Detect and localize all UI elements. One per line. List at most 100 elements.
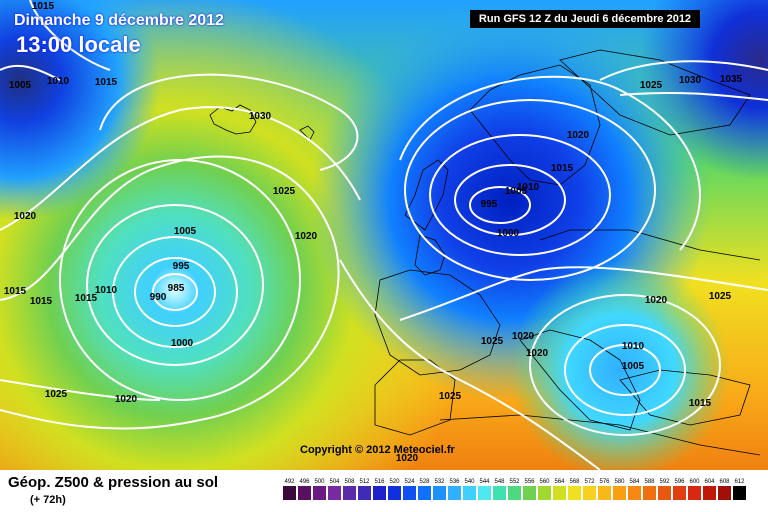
pressure-label: 1020 [115,394,138,405]
legend-swatch [463,486,476,500]
pressure-label: 1010 [622,341,645,352]
pressure-label: 1015 [75,293,98,304]
legend-swatch [433,486,446,500]
pressure-label: 995 [481,199,498,210]
pressure-label: 1005 [174,226,197,237]
legend-swatch [718,486,731,500]
legend-swatch [418,486,431,500]
pressure-label: 1025 [45,389,68,400]
pressure-label: 1025 [439,391,462,402]
legend-value: 508 [344,479,355,485]
pressure-label: 1000 [171,338,194,349]
legend-value: 556 [524,479,535,485]
forecast-date: Dimanche 9 décembre 2012 [14,12,224,29]
legend-swatch [283,486,296,500]
pressure-label: 1025 [640,80,663,91]
legend-swatch [328,486,341,500]
legend-value: 500 [314,479,325,485]
pressure-label: 1025 [273,186,296,197]
legend-value: 496 [299,479,310,485]
legend-swatch [538,486,551,500]
legend-value: 584 [629,479,640,485]
legend-value: 608 [719,479,730,485]
pressure-label: 1020 [295,231,318,242]
legend-swatch [358,486,371,500]
legend-value: 536 [449,479,460,485]
legend-value: 568 [569,479,580,485]
legend-swatch [733,486,746,500]
footer-title: Géop. Z500 & pression au sol [8,474,219,491]
legend-value: 604 [704,479,715,485]
legend-swatch [388,486,401,500]
legend-value: 552 [509,479,520,485]
pressure-label: 1005 [9,80,32,91]
pressure-label: 1005 [622,361,645,372]
weather-map: 1015 1005 1010 1015 1030 1025 1020 1005 1020 995 9… [0,0,768,470]
legend-value: 576 [599,479,610,485]
legend-swatch [688,486,701,500]
legend-swatch [553,486,566,500]
pressure-label: 1015 [32,1,55,12]
pressure-label: 1020 [396,453,419,464]
legend-value: 544 [479,479,490,485]
footer-subtitle: (+ 72h) [30,494,66,506]
pressure-label: 1030 [249,111,272,122]
legend-value: 516 [374,479,385,485]
legend-value: 492 [284,479,295,485]
legend-value: 596 [674,479,685,485]
pressure-label: 1005 [505,186,528,197]
legend-swatch [493,486,506,500]
pressure-label: 985 [168,283,185,294]
pressure-label: 1035 [720,74,743,85]
pressure-label: 1020 [526,348,549,359]
pressure-label: 1015 [30,296,53,307]
pressure-label: 990 [150,292,167,303]
pressure-label: 995 [173,261,190,272]
legend-swatch [613,486,626,500]
pressure-label: 1020 [14,211,37,222]
pressure-label: 1015 [95,77,118,88]
forecast-time: 13:00 locale [16,32,141,57]
color-legend: 492 496 500 504 508 512 516 520 524 528 532 536 540 5… [283,479,746,500]
legend-swatch [478,486,491,500]
pressure-labels: 1015 1005 1010 1015 1030 1025 1020 1005 1020 995 9… [4,1,743,464]
legend-value: 504 [329,479,340,485]
pressure-label: 1020 [512,331,535,342]
legend-value: 572 [584,479,595,485]
pressure-label: 1025 [481,336,504,347]
legend-swatch [373,486,386,500]
legend-value: 524 [404,479,415,485]
pressure-label: 1000 [497,228,520,239]
legend-swatch [508,486,521,500]
legend-value: 528 [419,479,430,485]
legend-swatch [673,486,686,500]
legend-swatch [313,486,326,500]
legend-swatch [583,486,596,500]
legend-value: 560 [539,479,550,485]
legend-swatch [598,486,611,500]
legend-value: 520 [389,479,400,485]
legend-swatch [523,486,536,500]
legend-swatch [628,486,641,500]
pressure-label: 1020 [645,295,668,306]
legend-value: 580 [614,479,625,485]
pressure-label: 1030 [679,75,702,86]
legend-swatch [643,486,656,500]
pressure-label: 1015 [551,163,574,174]
legend-value: 512 [359,479,370,485]
legend-swatch [703,486,716,500]
legend-value: 540 [464,479,475,485]
legend-swatch [448,486,461,500]
legend-value: 592 [659,479,670,485]
legend-swatch [343,486,356,500]
coastlines [209,49,761,456]
legend-value: 600 [689,479,700,485]
legend-swatch [298,486,311,500]
pressure-label: 1025 [709,291,732,302]
legend-value: 588 [644,479,655,485]
legend-swatch [658,486,671,500]
pressure-label: 1020 [567,130,590,141]
legend-value: 564 [554,479,565,485]
copyright: Copyright © 2012 Meteociel.fr [300,444,455,456]
legend-value: 532 [434,479,445,485]
